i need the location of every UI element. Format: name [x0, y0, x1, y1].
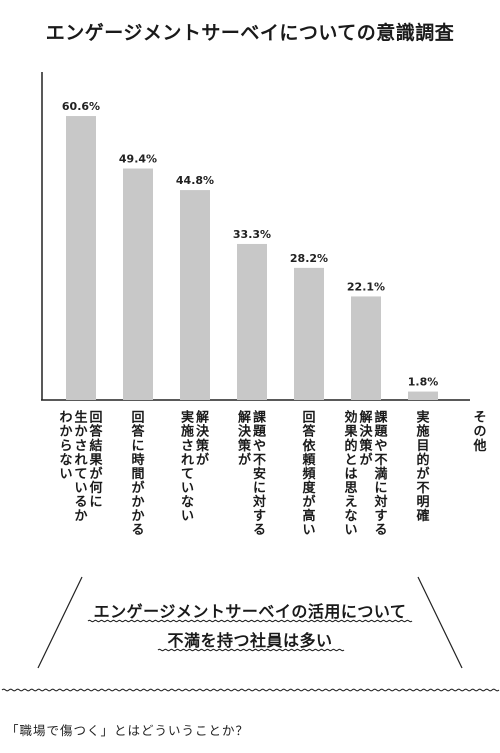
callout-right-edge: [417, 576, 463, 669]
section-divider: [1, 688, 500, 692]
callout-underline-1: [87, 619, 413, 623]
data-label: 49.4%: [119, 153, 157, 166]
bar: [408, 391, 438, 400]
section-heading: 「職場で傷つく」とはどういうことか？: [6, 723, 250, 738]
data-label: 44.8%: [176, 174, 214, 187]
category-label: 課題や不満に対する: [373, 410, 388, 538]
category-label: 回答結果が何に: [88, 411, 103, 510]
category-label: 解決策が: [237, 410, 252, 468]
category-label: 課題や不安に対する: [252, 410, 267, 538]
bar: [180, 190, 210, 400]
category-label: その他: [472, 411, 486, 454]
bar: [66, 116, 96, 400]
category-label: 解決策が: [195, 410, 210, 468]
bar: [237, 243, 267, 400]
callout-left-edge: [37, 576, 83, 669]
bar: [123, 168, 153, 400]
callout-underline-2: [157, 648, 345, 652]
category-label: 実施目的が不明確: [416, 410, 429, 524]
category-label: 解決策が: [358, 410, 373, 468]
data-label: 33.3%: [233, 228, 271, 241]
data-label: 60.6%: [62, 100, 100, 113]
data-label: 22.1%: [347, 280, 385, 293]
bar: [294, 267, 324, 400]
data-label: 1.8%: [408, 376, 439, 389]
category-label: 実施されていない: [181, 410, 194, 524]
category-label: 効果的とは思えない: [343, 410, 357, 538]
category-label: わからない: [59, 411, 72, 482]
category-label: 回答に時間がかかる: [131, 411, 145, 538]
callout-heading: エンゲージメントサーベイの活用について: [93, 602, 407, 621]
category-label: 生かされているか: [74, 410, 87, 524]
chart-title: エンゲージメントサーベイについての意識調査: [45, 22, 455, 44]
bar: [351, 296, 381, 400]
callout-subheading: 不満を持つ社員は多い: [167, 631, 333, 650]
data-label: 28.2%: [290, 252, 328, 265]
category-label: 回答依頼頻度が高い: [301, 411, 316, 538]
